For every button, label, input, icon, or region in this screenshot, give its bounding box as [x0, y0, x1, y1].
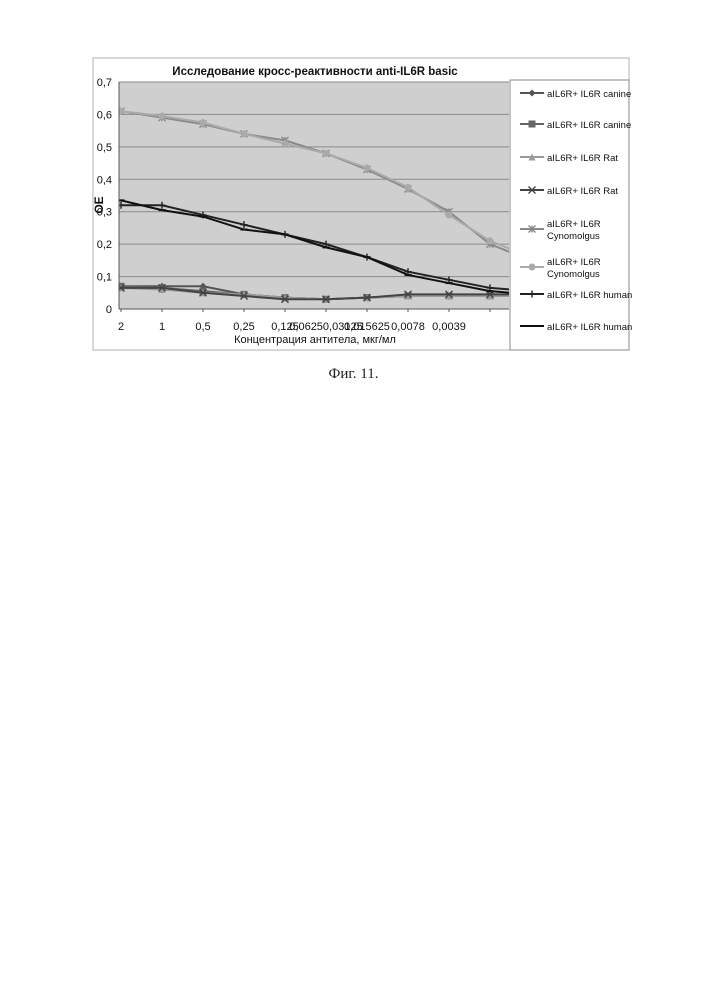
- y-tick-label: 0,4: [97, 174, 112, 186]
- legend-label-line: aIL6R+ IL6R: [547, 219, 601, 230]
- figure-caption: Фиг. 11.: [0, 366, 707, 383]
- legend-label: aIL6R+ IL6R Rat: [547, 186, 618, 197]
- legend-label: aIL6R+ IL6R canine: [547, 89, 631, 100]
- legend-label: aIL6R+ IL6RCynomolgus: [547, 219, 601, 242]
- x-tick-label: 0,0078: [391, 321, 425, 333]
- chart-title: Исследование кросс-реактивности anti-IL6…: [172, 66, 458, 78]
- x-tick-label: 0,015625: [344, 321, 390, 333]
- data-point: [159, 113, 166, 120]
- legend-label: aIL6R+ IL6R human: [547, 290, 632, 301]
- data-point: [241, 130, 248, 137]
- legend-label: aIL6R+ IL6R human: [547, 322, 632, 333]
- y-tick-label: 0,7: [97, 77, 112, 89]
- legend-label: aIL6R+ IL6RCynomolgus: [547, 257, 601, 280]
- x-tick-label: 0,25: [233, 321, 254, 333]
- y-axis-label: ОЕ: [92, 196, 106, 213]
- data-point: [405, 184, 412, 191]
- data-point: [323, 150, 330, 157]
- x-tick-label: 2: [118, 321, 124, 333]
- legend-label: aIL6R+ IL6R Rat: [547, 153, 618, 164]
- legend-swatch-marker: [529, 264, 536, 271]
- x-axis-label: Концентрация антитела, мкг/мл: [234, 334, 396, 346]
- x-tick-label: 0,5: [195, 321, 210, 333]
- y-tick-label: 0,5: [97, 142, 112, 154]
- data-point: [446, 211, 453, 218]
- y-tick-label: 0,2: [97, 239, 112, 251]
- plot-area: [119, 82, 509, 309]
- legend-label-line: Cynomolgus: [547, 231, 600, 242]
- legend-label: aIL6R+ IL6R canine: [547, 120, 631, 131]
- y-tick-label: 0,1: [97, 272, 112, 284]
- data-point: [200, 119, 207, 126]
- legend-label-line: aIL6R+ IL6R: [547, 257, 601, 268]
- legend-swatch-marker: [529, 121, 536, 128]
- data-point: [487, 237, 494, 244]
- data-point: [364, 164, 371, 171]
- x-tick-label: 0,0039: [432, 321, 466, 333]
- y-tick-label: 0,6: [97, 109, 112, 121]
- data-point: [282, 140, 289, 147]
- x-tick-label: 1: [159, 321, 165, 333]
- y-tick-label: 0: [106, 304, 112, 316]
- legend-label-line: Cynomolgus: [547, 269, 600, 280]
